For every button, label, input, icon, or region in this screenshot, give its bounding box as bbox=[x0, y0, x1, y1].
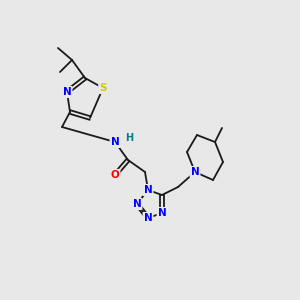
Text: N: N bbox=[133, 199, 141, 209]
Text: N: N bbox=[158, 208, 166, 218]
Text: N: N bbox=[144, 185, 152, 195]
Text: N: N bbox=[190, 167, 200, 177]
Text: O: O bbox=[111, 170, 119, 180]
Text: H: H bbox=[125, 133, 133, 143]
Text: S: S bbox=[99, 83, 107, 93]
Text: N: N bbox=[63, 87, 71, 97]
Text: N: N bbox=[144, 213, 152, 223]
Text: N: N bbox=[111, 137, 119, 147]
